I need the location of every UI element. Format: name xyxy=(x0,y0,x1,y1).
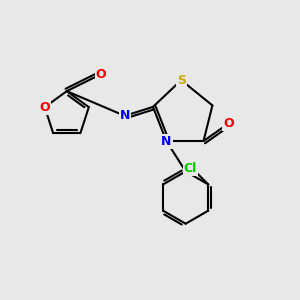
Text: N: N xyxy=(119,109,130,122)
Text: Cl: Cl xyxy=(184,162,197,175)
Text: O: O xyxy=(96,68,106,81)
Text: S: S xyxy=(177,74,186,87)
Text: O: O xyxy=(224,117,234,130)
Text: N: N xyxy=(161,135,172,148)
Text: O: O xyxy=(39,101,50,114)
